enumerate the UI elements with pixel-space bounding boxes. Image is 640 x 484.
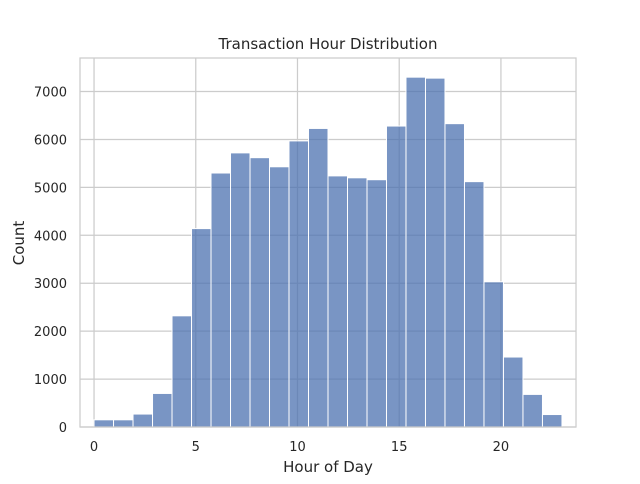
axes-frame bbox=[79, 57, 577, 428]
x-tick-labels: 0 5 10 15 20 bbox=[90, 440, 509, 455]
y-tick-label: 6000 bbox=[34, 133, 67, 148]
histogram-bar bbox=[249, 157, 271, 428]
y-axis-label: Count bbox=[10, 221, 28, 266]
y-tick-label: 0 bbox=[59, 421, 67, 436]
histogram-bar bbox=[269, 166, 290, 428]
histogram-bar bbox=[288, 140, 310, 428]
histogram-bar bbox=[502, 356, 524, 428]
y-tick-labels: 0 1000 2000 3000 4000 5000 6000 7000 bbox=[34, 86, 67, 436]
histogram-bar bbox=[210, 172, 232, 428]
histogram-bar bbox=[483, 281, 504, 428]
y-tick-label: 7000 bbox=[34, 86, 67, 101]
histogram-bar bbox=[113, 419, 134, 428]
histogram-bar bbox=[327, 175, 348, 428]
histogram-bar bbox=[424, 77, 446, 428]
histogram-bar bbox=[230, 152, 251, 428]
y-tick-label: 4000 bbox=[34, 229, 67, 244]
x-tick-label: 20 bbox=[493, 440, 510, 455]
y-tick-label: 5000 bbox=[34, 181, 67, 196]
x-tick-label: 10 bbox=[289, 440, 306, 455]
y-tick-label: 2000 bbox=[34, 325, 67, 340]
histogram-bar bbox=[463, 181, 485, 428]
histogram-bar bbox=[405, 76, 426, 428]
histogram-bar bbox=[541, 414, 563, 428]
histogram-bar bbox=[93, 419, 115, 428]
histogram-bar bbox=[132, 413, 154, 428]
y-tick-label: 1000 bbox=[34, 373, 67, 388]
x-axis-label: Hour of Day bbox=[283, 458, 373, 476]
histogram-bar bbox=[308, 127, 329, 428]
x-tick-label: 0 bbox=[90, 440, 98, 455]
histogram-bar bbox=[171, 315, 193, 428]
histogram-bars bbox=[93, 76, 563, 428]
histogram-bar bbox=[191, 228, 212, 428]
x-tick-label: 5 bbox=[192, 440, 200, 455]
histogram-bar bbox=[522, 393, 543, 428]
histogram-bar bbox=[366, 179, 387, 428]
y-tick-label: 3000 bbox=[34, 277, 67, 292]
chart-title: Transaction Hour Distribution bbox=[218, 35, 438, 53]
histogram-bar bbox=[444, 123, 465, 428]
histogram-bar bbox=[385, 125, 407, 428]
x-tick-label: 15 bbox=[391, 440, 408, 455]
histogram-bar bbox=[152, 392, 173, 428]
histogram-bar bbox=[346, 177, 368, 428]
